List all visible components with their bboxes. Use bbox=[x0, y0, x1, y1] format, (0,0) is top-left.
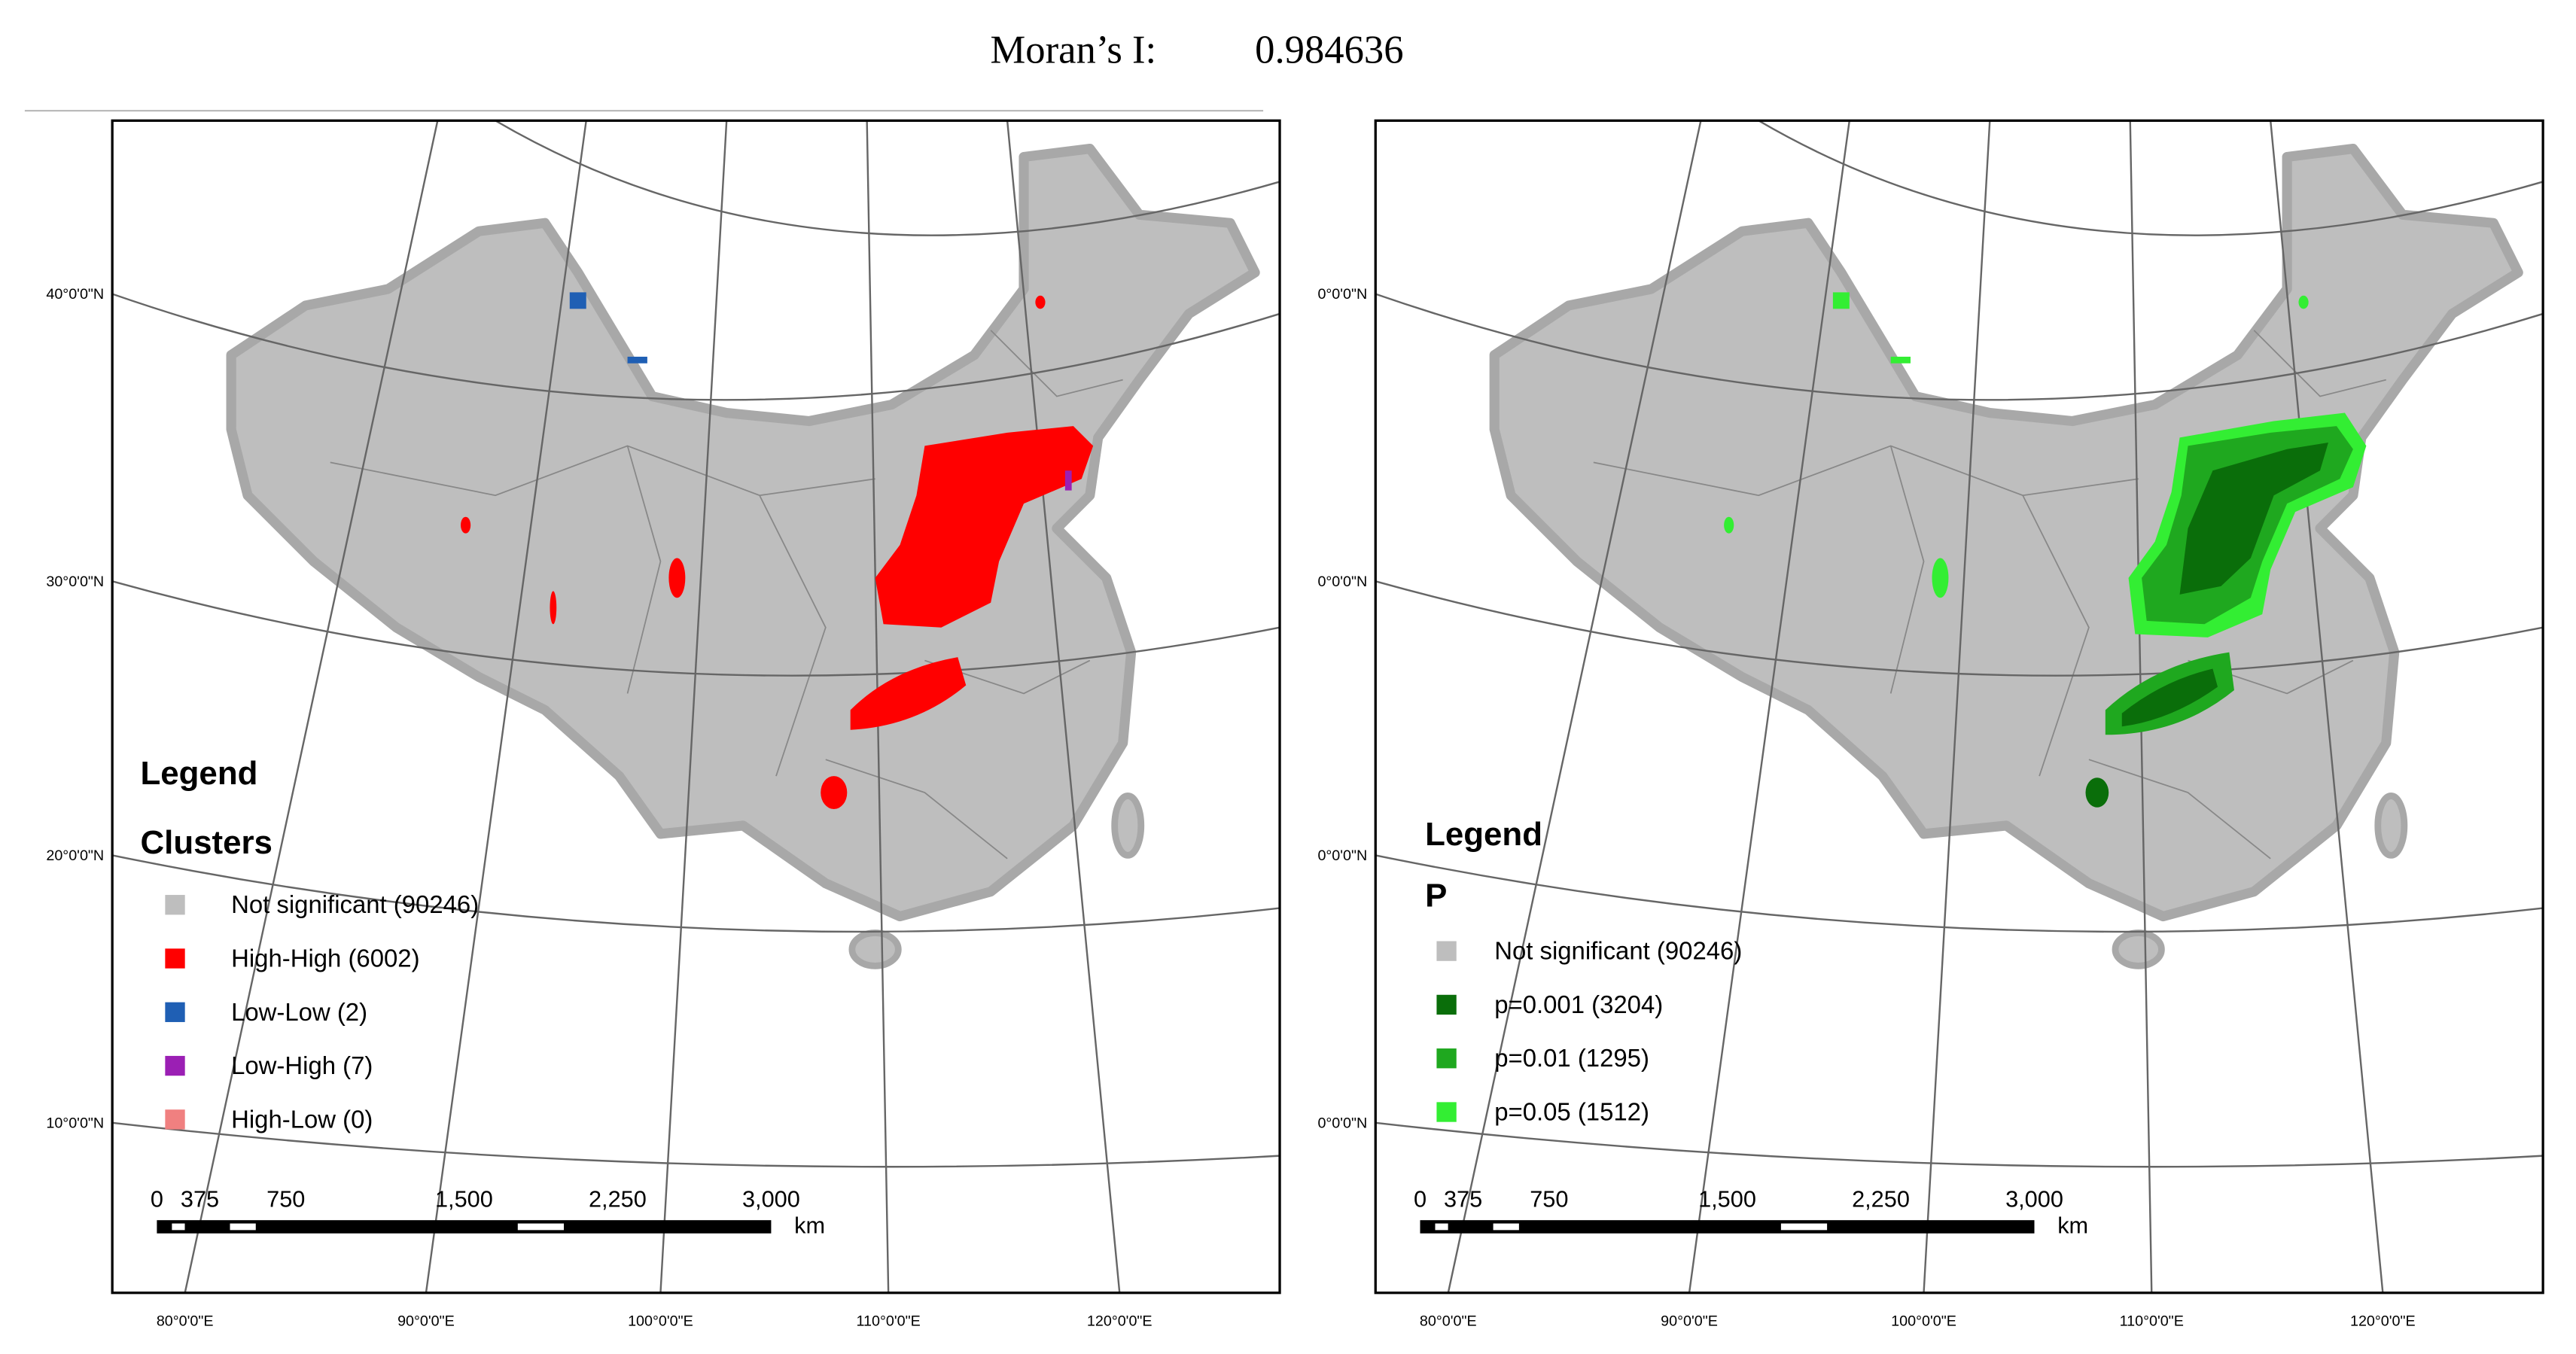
scale-bar-segment bbox=[230, 1223, 256, 1231]
scale-bar-segment bbox=[1493, 1223, 1519, 1231]
latitude-label: 0°0'0"N bbox=[1317, 286, 1367, 303]
scale-label: 2,250 bbox=[589, 1186, 647, 1213]
scale-bar-segment bbox=[172, 1223, 185, 1231]
significance-areas bbox=[1724, 292, 2367, 808]
latitude-label: 0°0'0"N bbox=[1317, 847, 1367, 864]
legend-swatch bbox=[1436, 1102, 1457, 1122]
legend-swatch bbox=[165, 1055, 185, 1076]
map-panel: 40°0'0"N 30°0'0"N 20°0'0"N 10°0'0"N 80°0'0"E… bbox=[46, 120, 1280, 1330]
scale-label: 3,000 bbox=[742, 1186, 800, 1213]
statistic-label: Moran’s I: bbox=[990, 28, 1156, 72]
latitude-label: 10°0'0"N bbox=[46, 1115, 104, 1131]
legend-swatch bbox=[1436, 994, 1457, 1015]
scale-label: 750 bbox=[266, 1186, 305, 1213]
longitude-label: 120°0'0"E bbox=[1087, 1313, 1153, 1330]
legend-label: Low-Low (2) bbox=[231, 998, 367, 1026]
scale-bar bbox=[157, 1220, 772, 1234]
longitude-label: 90°0'0"E bbox=[1661, 1313, 1718, 1330]
legend-title: Legend bbox=[140, 755, 257, 792]
latitude-label: 40°0'0"N bbox=[46, 286, 104, 303]
map-panel: 0°0'0"N 0°0'0"N 0°0'0"N 0°0'0"N 80°0'0"E 90°0… bbox=[1317, 120, 2543, 1330]
scale-label: 750 bbox=[1530, 1186, 1568, 1213]
legend-label: p=0.01 (1295) bbox=[1494, 1044, 1649, 1072]
longitude-label: 110°0'0"E bbox=[2120, 1313, 2184, 1330]
cluster-areas bbox=[461, 292, 1094, 809]
latitude-label: 0°0'0"N bbox=[1317, 574, 1367, 590]
longitude-label: 110°0'0"E bbox=[857, 1313, 921, 1330]
scale-label: 375 bbox=[1444, 1186, 1482, 1213]
scale-bar bbox=[1420, 1220, 2035, 1234]
scale-label: 1,500 bbox=[435, 1186, 493, 1213]
legend-label: Not significant (90246) bbox=[231, 890, 479, 918]
legend-subtitle: P bbox=[1425, 877, 1447, 914]
latitude-label: 20°0'0"N bbox=[46, 847, 104, 864]
longitude-label: 80°0'0"E bbox=[157, 1313, 214, 1330]
longitude-label: 80°0'0"E bbox=[1420, 1313, 1477, 1330]
latitude-label: 0°0'0"N bbox=[1317, 1115, 1367, 1131]
latitude-label: 30°0'0"N bbox=[46, 574, 104, 590]
scale-label: 2,250 bbox=[1852, 1186, 1910, 1213]
scale-label: 3,000 bbox=[2005, 1186, 2063, 1213]
scale-label: 1,500 bbox=[1698, 1186, 1756, 1213]
statistic-value: 0.984636 bbox=[1255, 28, 1403, 72]
scale-bar-segment bbox=[517, 1223, 565, 1231]
scale-bar-segment bbox=[1780, 1223, 1828, 1231]
legend-label: p=0.05 (1512) bbox=[1494, 1097, 1649, 1125]
scale-label: 0 bbox=[151, 1186, 163, 1213]
scale-label: 0 bbox=[1414, 1186, 1427, 1213]
legend-label: Low-High (7) bbox=[231, 1051, 373, 1079]
legend-swatch bbox=[1436, 1048, 1457, 1069]
legend-swatch bbox=[165, 1109, 185, 1130]
scale-bar-segment bbox=[1435, 1223, 1448, 1231]
legend-swatch bbox=[165, 948, 185, 969]
longitude-label: 100°0'0"E bbox=[628, 1313, 693, 1330]
longitude-label: 90°0'0"E bbox=[397, 1313, 455, 1330]
scale-unit: km bbox=[2057, 1213, 2088, 1239]
legend-label: Not significant (90246) bbox=[1494, 937, 1742, 965]
legend-label: High-Low (0) bbox=[231, 1105, 373, 1133]
legend-title: Legend bbox=[1425, 816, 1542, 853]
legend-swatch bbox=[165, 1002, 185, 1022]
longitude-label: 120°0'0"E bbox=[2350, 1313, 2416, 1330]
scale-label: 375 bbox=[181, 1186, 219, 1213]
legend-label: p=0.001 (3204) bbox=[1494, 990, 1663, 1018]
scale-unit: km bbox=[794, 1213, 825, 1239]
legend-label: High-High (6002) bbox=[231, 944, 419, 972]
legend-swatch bbox=[165, 895, 185, 915]
legend-swatch bbox=[1436, 941, 1457, 961]
longitude-label: 100°0'0"E bbox=[1891, 1313, 1956, 1330]
legend-subtitle: Clusters bbox=[140, 824, 273, 861]
